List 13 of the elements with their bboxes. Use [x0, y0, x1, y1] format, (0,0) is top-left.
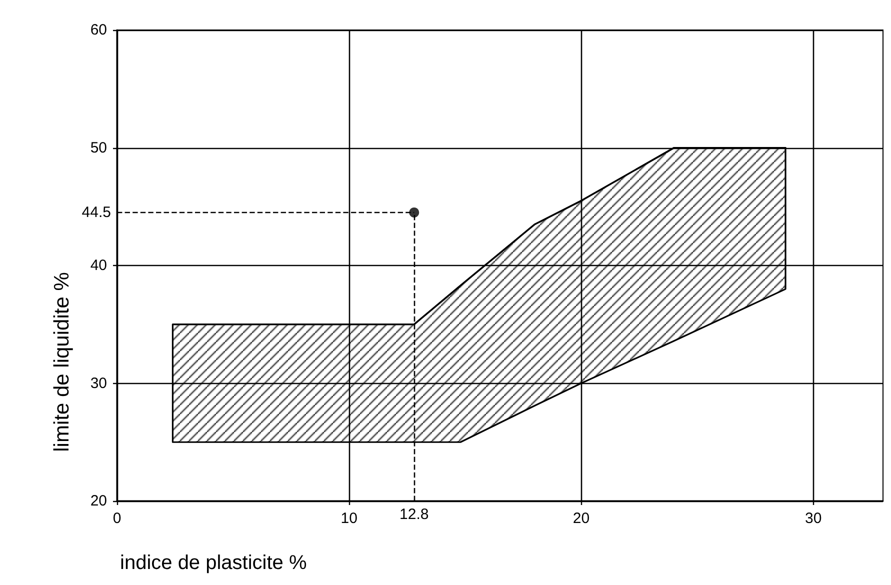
y-tick-label: 60 [90, 22, 107, 38]
y-tick-label: 50 [90, 139, 107, 156]
y-tick-label: 20 [90, 492, 107, 510]
ref-line-label: 44.5 [82, 204, 111, 222]
y-axis-title: limite de liquidite % [50, 272, 74, 452]
x-tick-label: 20 [572, 510, 590, 527]
y-tick-label: 30 [90, 374, 107, 392]
x-tick-label: 30 [805, 510, 822, 527]
ref-line-label: 12.8 [400, 506, 429, 523]
x-tick-label: 0 [112, 510, 122, 527]
x-axis-title: indice de plasticite % [120, 552, 307, 574]
x-tick-label: 10 [340, 510, 358, 527]
y-tick-label: 40 [90, 257, 107, 274]
